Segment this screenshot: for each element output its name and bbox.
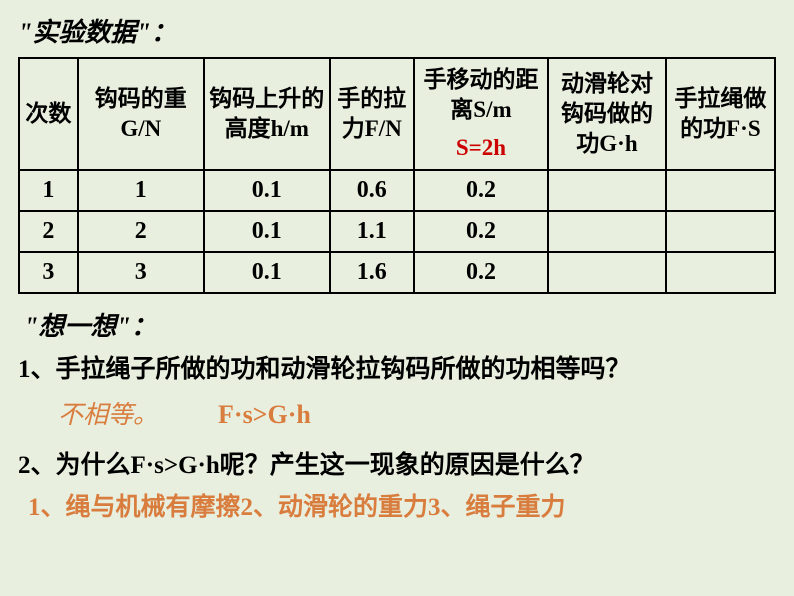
header-distance: 手移动的距离S/m S=2h bbox=[414, 58, 548, 170]
cell bbox=[666, 170, 775, 211]
header-work-gh: 动滑轮对钩码做的功G·h bbox=[548, 58, 666, 170]
cell: 1 bbox=[78, 170, 204, 211]
cell: 2 bbox=[78, 211, 204, 252]
cell: 0.1 bbox=[204, 252, 330, 293]
cell bbox=[548, 252, 666, 293]
header-height: 钩码上升的高度h/m bbox=[204, 58, 330, 170]
cell bbox=[548, 211, 666, 252]
cell: 1.1 bbox=[330, 211, 414, 252]
question-1: 1、手拉绳子所做的功和动滑轮拉钩码所做的功相等吗？ bbox=[18, 349, 776, 385]
answer-1-line: 不相等。 F·s>G·h bbox=[58, 395, 776, 431]
answer-2-text: 1、绳与机械有摩擦2、动滑轮的重力3、绳子重力 bbox=[28, 487, 776, 523]
experiment-data-title: "实验数据"： bbox=[18, 12, 776, 49]
header-distance-label: 手移动的距离S/m bbox=[423, 67, 538, 122]
header-work-fs: 手拉绳做的功F·S bbox=[666, 58, 775, 170]
table-row: 2 2 0.1 1.1 0.2 bbox=[19, 211, 775, 252]
question-2: 2、为什么F·s>G·h呢？产生这一现象的原因是什么？ bbox=[18, 445, 776, 481]
think-title: "想一想"： bbox=[24, 306, 776, 343]
cell: 1.6 bbox=[330, 252, 414, 293]
header-force: 手的拉力F/N bbox=[330, 58, 414, 170]
table-row: 3 3 0.1 1.6 0.2 bbox=[19, 252, 775, 293]
cell bbox=[666, 252, 775, 293]
cell: 3 bbox=[19, 252, 78, 293]
cell: 0.2 bbox=[414, 170, 548, 211]
header-weight: 钩码的重G/N bbox=[78, 58, 204, 170]
table-row: 1 1 0.1 0.6 0.2 bbox=[19, 170, 775, 211]
table-header-row: 次数 钩码的重G/N 钩码上升的高度h/m 手的拉力F/N 手移动的距离S/m … bbox=[19, 58, 775, 170]
cell: 1 bbox=[19, 170, 78, 211]
cell bbox=[548, 170, 666, 211]
header-distance-formula: S=2h bbox=[419, 133, 543, 163]
cell bbox=[666, 211, 775, 252]
cell: 3 bbox=[78, 252, 204, 293]
data-table: 次数 钩码的重G/N 钩码上升的高度h/m 手的拉力F/N 手移动的距离S/m … bbox=[18, 57, 776, 294]
answer-1-formula: F·s>G·h bbox=[218, 400, 311, 430]
header-trial: 次数 bbox=[19, 58, 78, 170]
cell: 0.2 bbox=[414, 211, 548, 252]
cell: 2 bbox=[19, 211, 78, 252]
cell: 0.2 bbox=[414, 252, 548, 293]
answer-1-text: 不相等。 bbox=[58, 395, 158, 431]
cell: 0.1 bbox=[204, 211, 330, 252]
cell: 0.6 bbox=[330, 170, 414, 211]
cell: 0.1 bbox=[204, 170, 330, 211]
